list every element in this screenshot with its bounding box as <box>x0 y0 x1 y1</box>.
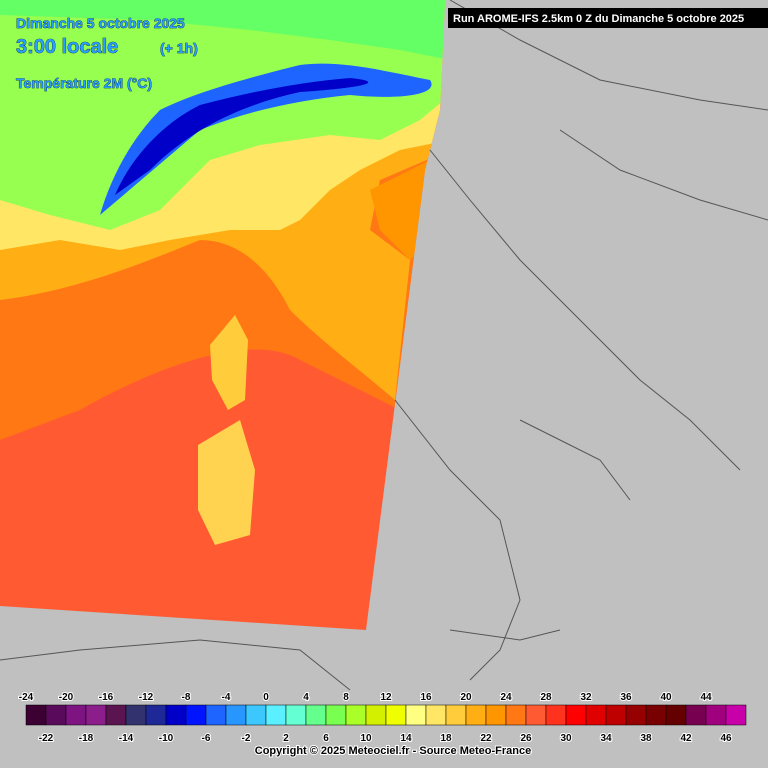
legend-label: 24 <box>500 692 512 703</box>
legend-label: -22 <box>39 733 54 744</box>
legend-label: 26 <box>520 733 532 744</box>
legend: -24-22-20-18-16-14-12-10-8-6-4-202468101… <box>18 691 747 745</box>
legend-swatch <box>505 704 527 726</box>
legend-swatch <box>445 704 467 726</box>
legend-swatch <box>345 704 367 726</box>
legend-label: 38 <box>640 733 652 744</box>
legend-swatch <box>365 704 387 726</box>
run-box <box>448 8 768 28</box>
legend-swatch <box>525 704 547 726</box>
legend-label: 42 <box>680 733 692 744</box>
legend-swatch <box>645 704 667 726</box>
legend-swatch <box>185 704 207 726</box>
legend-label: 36 <box>620 692 632 703</box>
copyright: Copyright © 2025 Meteociel.fr - Source M… <box>255 745 531 757</box>
legend-swatch <box>205 704 227 726</box>
legend-swatch <box>425 704 447 726</box>
legend-swatch <box>465 704 487 726</box>
legend-swatch <box>725 704 747 726</box>
legend-swatch <box>585 704 607 726</box>
legend-label: 4 <box>303 692 309 703</box>
date-label: Dimanche 5 octobre 2025 <box>16 15 185 31</box>
legend-swatch <box>125 704 147 726</box>
legend-label: -2 <box>242 733 251 744</box>
legend-swatch <box>325 704 347 726</box>
legend-label: 18 <box>440 733 452 744</box>
model-domain <box>0 0 445 630</box>
legend-label: -24 <box>19 692 34 703</box>
legend-swatch <box>605 704 627 726</box>
legend-swatch <box>225 704 247 726</box>
field-label: Température 2M (°C) <box>16 75 152 91</box>
legend-label: 32 <box>580 692 592 703</box>
legend-swatch <box>385 704 407 726</box>
legend-label: 2 <box>283 733 289 744</box>
legend-swatch <box>485 704 507 726</box>
legend-swatch <box>25 704 47 726</box>
legend-label: 14 <box>400 733 412 744</box>
legend-label: 16 <box>420 692 432 703</box>
legend-label: -6 <box>202 733 211 744</box>
legend-label: 22 <box>480 733 492 744</box>
legend-label: -18 <box>79 733 94 744</box>
time-label: 3:00 locale <box>16 36 118 58</box>
legend-label: -16 <box>99 692 114 703</box>
legend-swatch <box>65 704 87 726</box>
legend-swatch <box>105 704 127 726</box>
legend-swatch <box>705 704 727 726</box>
legend-label: -10 <box>159 733 174 744</box>
legend-swatch <box>565 704 587 726</box>
legend-label: 6 <box>323 733 329 744</box>
legend-label: -12 <box>139 692 154 703</box>
legend-swatch <box>665 704 687 726</box>
legend-label: 10 <box>360 733 372 744</box>
legend-swatch <box>245 704 267 726</box>
legend-swatch <box>265 704 287 726</box>
legend-label: 12 <box>380 692 392 703</box>
legend-label: 34 <box>600 733 612 744</box>
legend-swatch <box>545 704 567 726</box>
legend-label: 8 <box>343 692 349 703</box>
legend-swatch <box>305 704 327 726</box>
legend-swatch <box>85 704 107 726</box>
legend-swatch <box>45 704 67 726</box>
legend-label: 40 <box>660 692 672 703</box>
legend-label: -8 <box>182 692 191 703</box>
legend-label: -20 <box>59 692 74 703</box>
legend-label: 44 <box>700 692 712 703</box>
run-label: Run AROME-IFS 2.5km 0 Z du Dimanche 5 oc… <box>453 13 744 25</box>
legend-label: -14 <box>119 733 134 744</box>
legend-label: 0 <box>263 692 269 703</box>
legend-label: 28 <box>540 692 552 703</box>
legend-swatch <box>685 704 707 726</box>
legend-swatch <box>405 704 427 726</box>
legend-swatch <box>625 704 647 726</box>
legend-label: -4 <box>222 692 231 703</box>
legend-label: 20 <box>460 692 472 703</box>
legend-swatch <box>165 704 187 726</box>
legend-label: 30 <box>560 733 572 744</box>
legend-label: 46 <box>720 733 732 744</box>
legend-swatch <box>285 704 307 726</box>
offset-label: (+ 1h) <box>160 40 198 56</box>
legend-swatch <box>145 704 167 726</box>
